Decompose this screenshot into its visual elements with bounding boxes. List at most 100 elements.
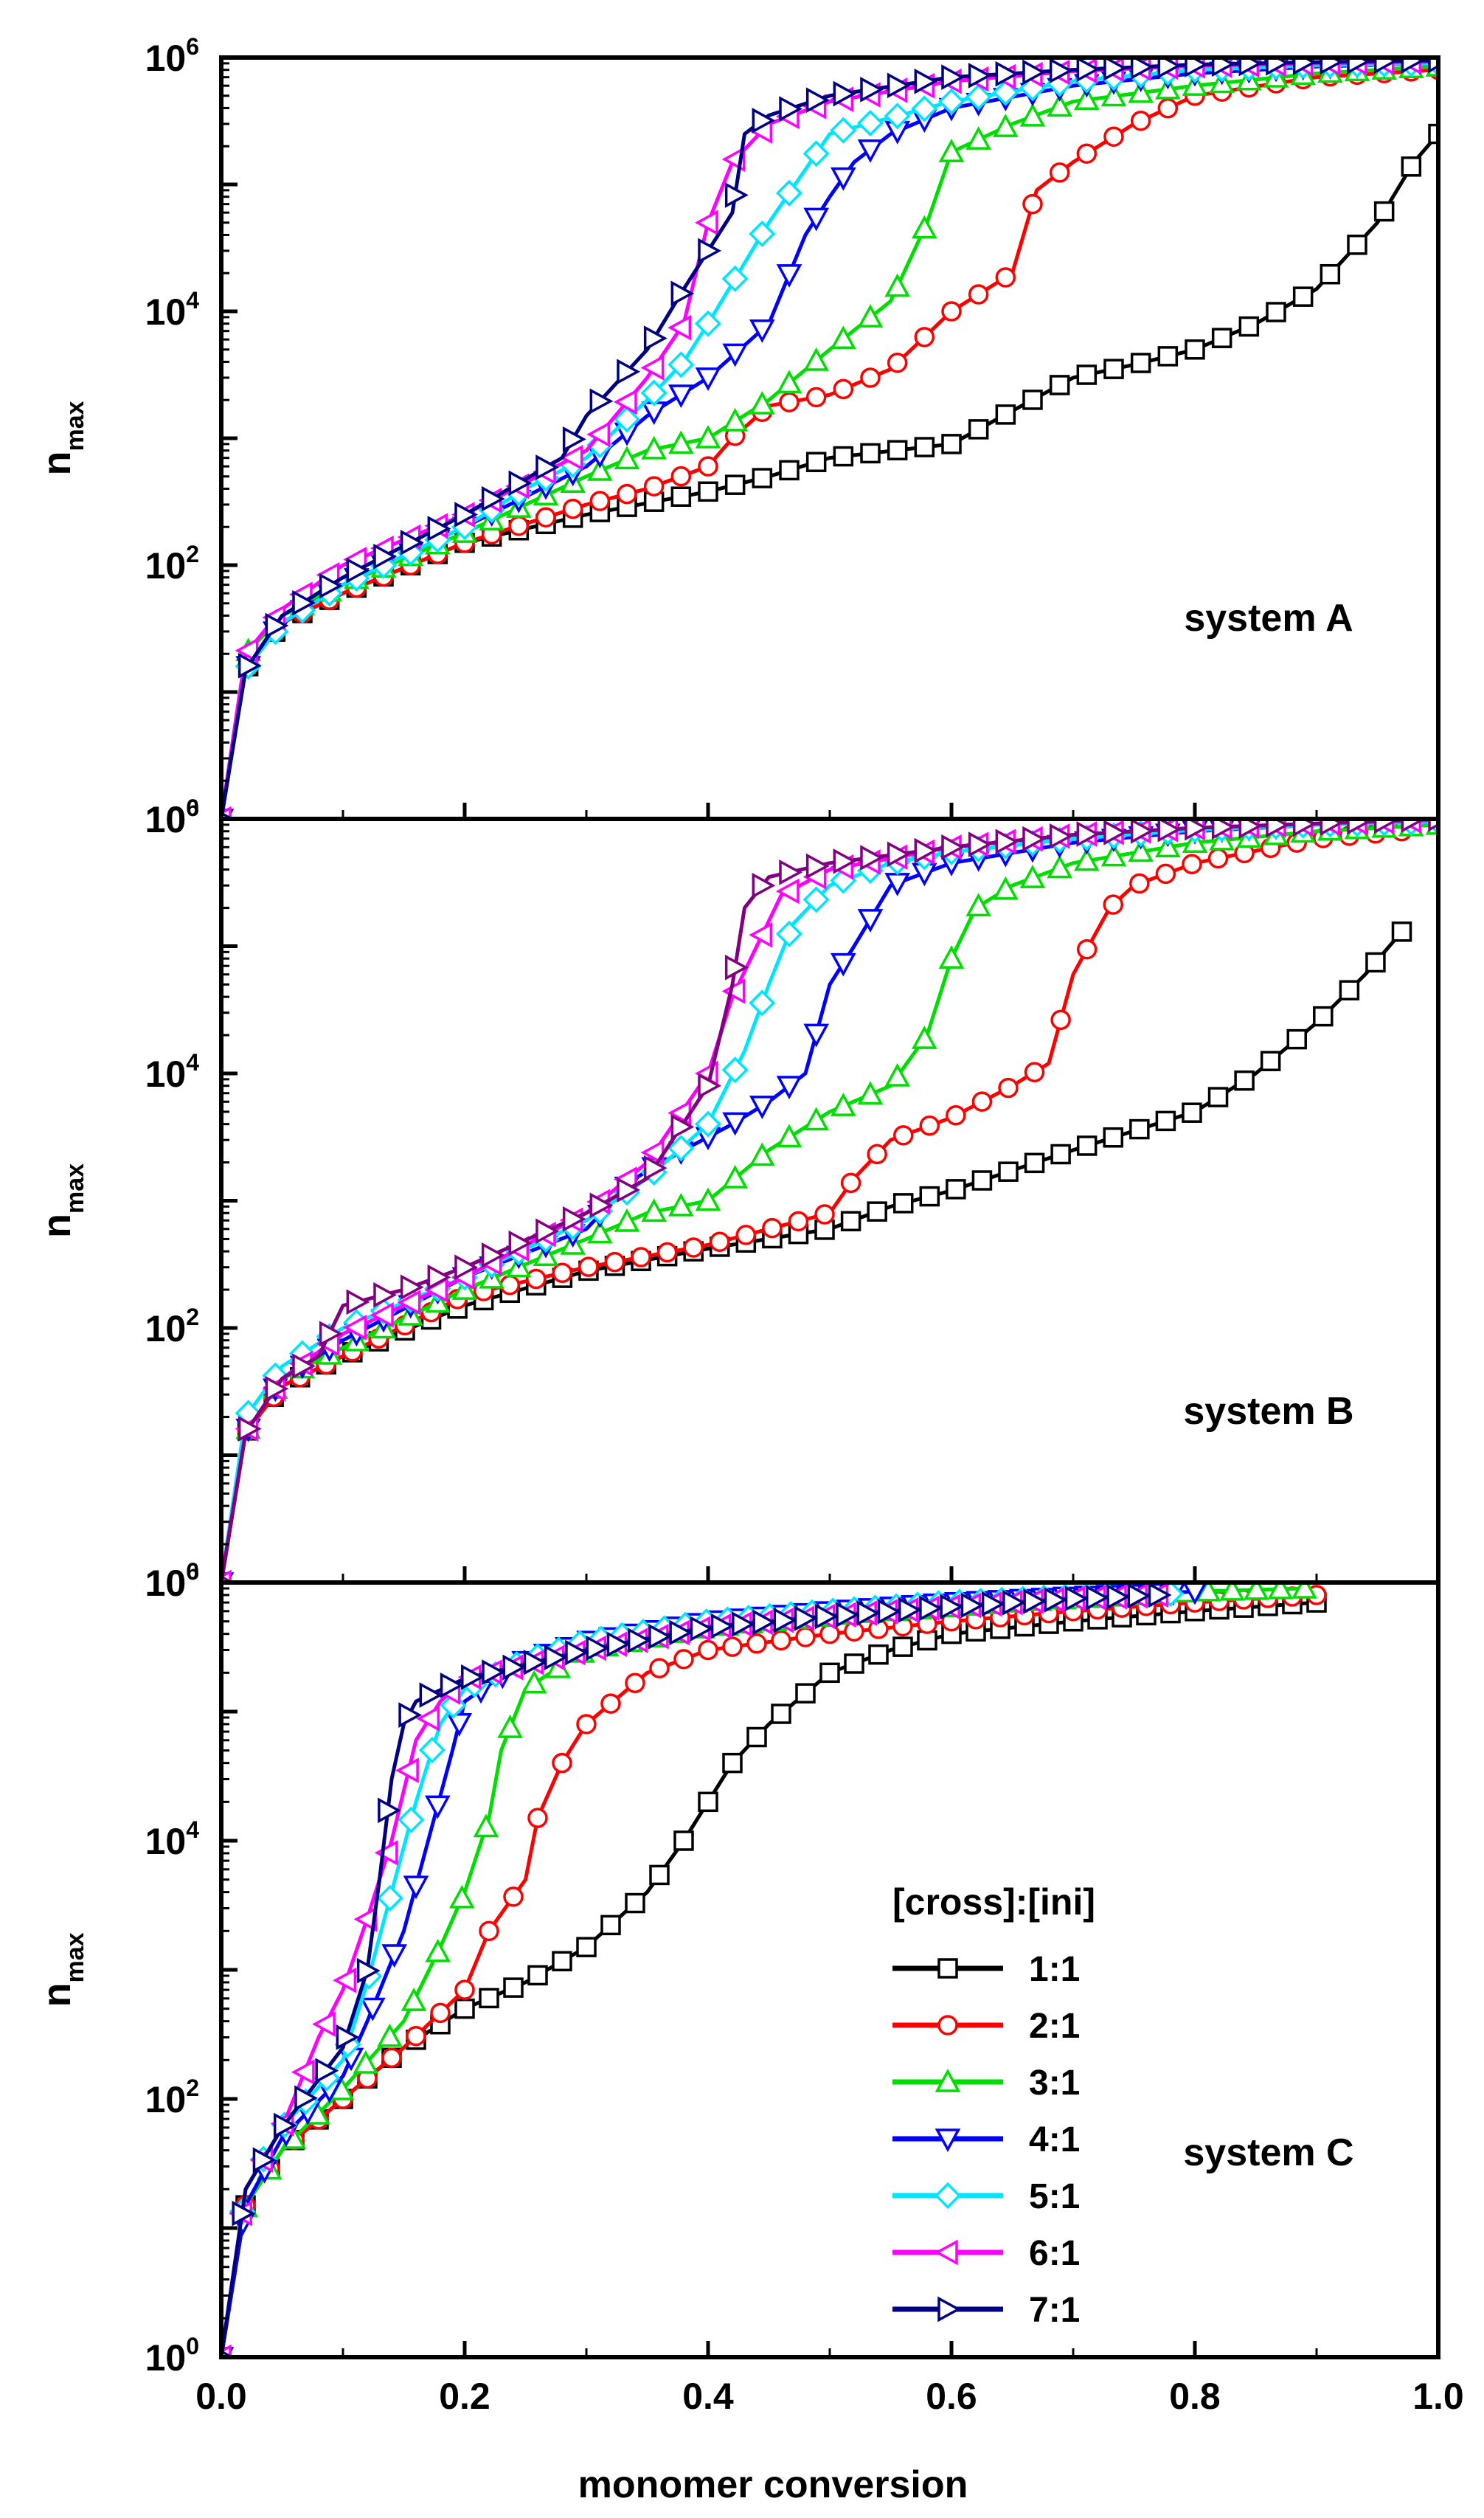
data-point [586,1220,613,1244]
data-point [1022,59,1047,86]
legend-entry-1-1: 1:1 [892,1950,1080,1989]
data-point [454,502,479,528]
data-point [683,1237,704,1258]
data-point [752,872,776,899]
data-point [836,1602,860,1628]
data-point [440,1673,464,1698]
data-point [995,60,1019,87]
data-point [776,1124,802,1148]
legend-label: 5:1 [1029,2177,1080,2216]
y-tick-base: 10 [145,1821,187,1862]
series-group [221,58,1438,819]
data-point [1155,1110,1176,1132]
data-point [1064,1585,1089,1612]
data-point [398,1806,425,1833]
data-point [1185,819,1209,841]
data-point [857,304,884,328]
data-point [454,1979,475,2000]
data-point [724,182,749,208]
data-point [752,1609,777,1636]
data-point [917,1630,937,1651]
legend-entry-3-1: 3:1 [892,2064,1080,2103]
data-point [884,1062,911,1087]
data-point [576,1714,597,1734]
data-point [1128,838,1154,862]
data-point [1401,58,1425,74]
data-point [527,1965,548,1986]
data-point [788,1211,809,1232]
data-point [690,1616,714,1642]
data-point [353,2050,379,2074]
y-tick-exponent: 2 [186,1304,199,1330]
data-point [1130,819,1154,844]
data-point [1130,353,1151,373]
data-point [1211,328,1232,348]
data-point [1076,1135,1098,1156]
data-point [521,1670,547,1694]
data-point [805,387,827,408]
data-point [416,1706,440,1732]
data-point [877,1599,901,1625]
data-point [833,80,857,107]
data-point [1185,339,1205,360]
data-point [1207,848,1229,869]
data-point [649,1658,670,1678]
data-point [373,543,398,570]
data-point [867,1201,887,1222]
y-tick-label: 104 [145,1816,200,1862]
data-point [749,319,775,343]
data-point [336,2024,360,2050]
data-point [237,652,262,679]
data-point [830,325,856,349]
data-point [749,390,775,415]
data-point [1019,865,1046,888]
data-point [625,1892,645,1914]
data-point [887,72,911,99]
data-point [1130,58,1154,80]
data-point [586,421,611,448]
data-point [424,1795,451,1819]
data-point [779,460,800,481]
data-point [722,1112,749,1136]
data-point [1050,1009,1071,1031]
y-tick-label: 102 [145,541,199,587]
data-point [941,301,962,322]
data-point [732,1611,755,1637]
data-point [698,1073,722,1099]
data-point [884,273,911,297]
data-point [668,1192,694,1217]
data-point [508,515,530,536]
data-point [710,1613,735,1639]
legend-label: 4:1 [1029,2120,1080,2159]
y-axis-label: nmax [35,1163,89,1238]
data-point [803,1107,830,1131]
data-point [914,837,938,864]
data-point [668,351,695,378]
data-point [617,359,641,385]
data-point [722,407,749,432]
data-point [776,370,802,394]
data-point [1373,58,1398,75]
data-point [377,2023,403,2047]
data-point [1024,1062,1045,1083]
data-point [315,2058,339,2084]
data-point [1211,819,1235,840]
data-point [938,139,965,162]
data-point [1044,1587,1068,1613]
data-point [1103,820,1128,845]
y-axis-label: nmax [35,401,89,475]
legend-entry-7-1: 7:1 [892,2291,1080,2330]
data-point [273,2112,297,2139]
data-point [995,404,1016,425]
data-point [508,1230,533,1256]
data-point [1157,58,1182,79]
data-point [1130,110,1151,131]
data-point [356,1957,381,1984]
data-point [724,955,749,980]
data-point [946,1179,966,1200]
y-tick-label: 106 [145,33,199,79]
data-point [252,2147,277,2173]
data-point [992,876,1019,900]
series-3-1 [221,58,1438,819]
